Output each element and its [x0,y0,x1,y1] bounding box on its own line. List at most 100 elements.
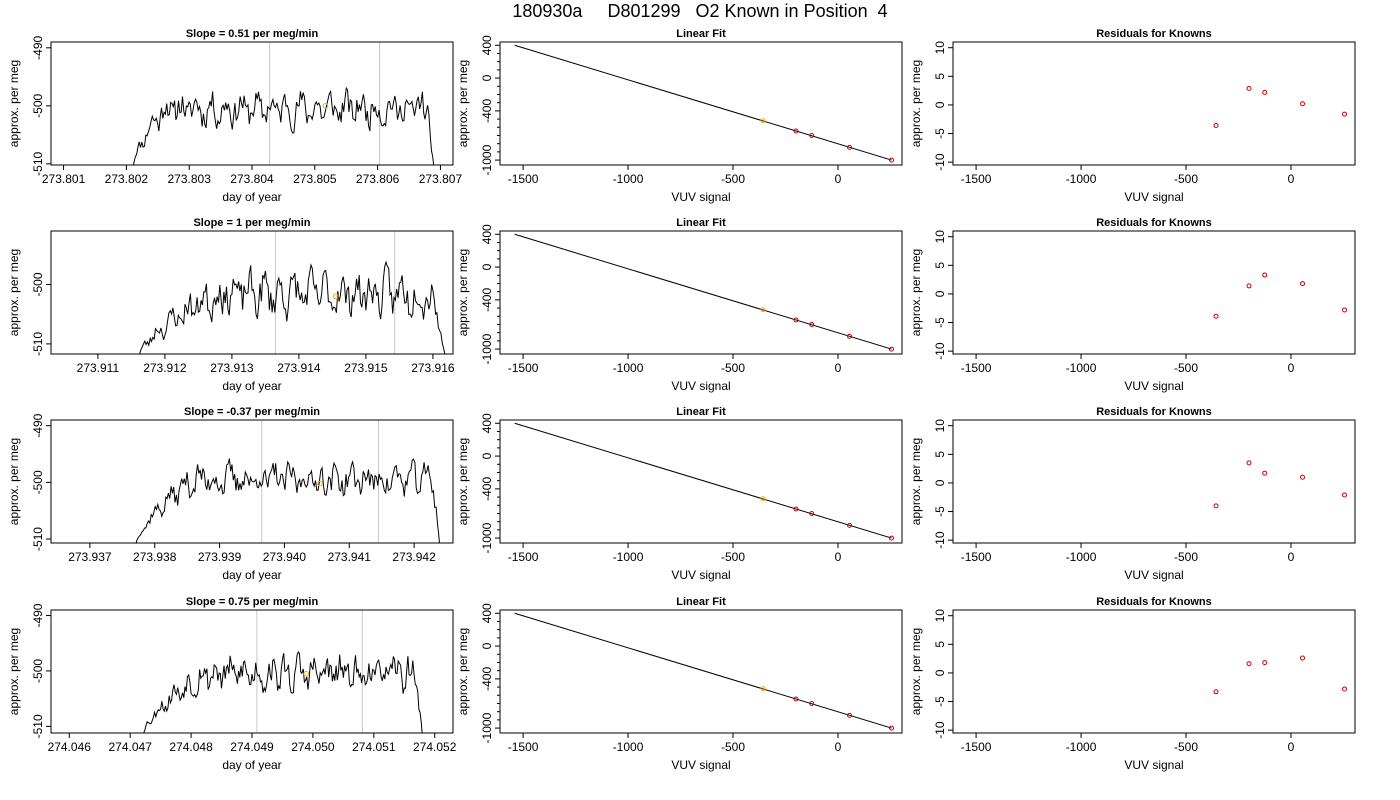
y-axis-label: approx. per meg [7,438,21,525]
x-tick-label: 273.803 [167,172,211,186]
plot-area [1213,655,1348,695]
y-tick-label: 400 [480,224,494,244]
panel-trace-row-4: Slope = 0.75 per meg/min 274.046 274.047 27… [7,596,457,772]
plot-frame [50,41,454,166]
x-tick-label: -500 [1174,550,1198,564]
x-tick-label: -500 [1174,172,1198,186]
y-axis-label: approx. per meg [7,60,21,147]
x-tick-label: -1500 [508,550,539,564]
residual-point [1213,689,1219,695]
y-axis-label: approx. per meg [456,438,470,525]
x-axis-label: VUV signal [671,190,730,204]
panel-trace-row-3: Slope = -0.37 per meg/min 273.937 273.938 2… [7,406,454,582]
plot-frame [952,419,1356,544]
y-tick-label: -500 [31,659,45,683]
x-axis-label: VUV signal [1124,568,1183,582]
x-tick-label: 273.941 [328,550,372,564]
x-axis-label: VUV signal [1124,190,1183,204]
x-tick-label: 274.052 [413,740,457,754]
x-tick-label: -1500 [508,172,539,186]
y-axis-label: approx. per meg [909,438,923,525]
plot-frame [50,609,454,734]
plot-frame [952,41,1356,166]
x-tick-label: 0 [835,550,842,564]
y-tick-label: -5 [933,317,947,328]
y-tick-label: -1000 [480,333,494,364]
y-tick-label: -400 [480,477,494,501]
x-tick-label: 273.804 [230,172,274,186]
y-tick-label: -10 [933,342,947,360]
x-tick-label: 273.912 [143,361,187,375]
fit-line [514,233,892,350]
plot-frame [50,419,454,544]
y-tick-label: -10 [933,721,947,739]
figure-title: 180930a D801299 O2 Known in Position 4 [512,1,888,21]
x-axis-label: VUV signal [671,379,730,393]
y-tick-label: 0 [480,263,494,270]
y-tick-label: -490 [31,603,45,627]
residual-point [1213,123,1219,129]
plot-title: Residuals for Knowns [1096,596,1212,608]
x-tick-label: -1500 [508,361,539,375]
plot-title: Linear Fit [676,217,726,229]
x-axis-label: day of year [222,758,281,772]
x-tick-label: -1000 [613,172,644,186]
x-tick-label: -500 [721,361,745,375]
known-point [809,132,815,138]
known-point [847,522,853,528]
y-tick-label: -400 [480,288,494,312]
known-point [889,535,895,541]
y-tick-label: 0 [480,74,494,81]
plot-frame [952,609,1356,734]
x-tick-label: -1500 [961,550,992,564]
plot-area [133,42,435,165]
known-point [889,346,895,352]
x-tick-label: 274.050 [291,740,335,754]
y-tick-label: 10 [933,41,947,55]
panel-fit-row-3: Linear Fit -1500 -1000 -500 0 400 0 -400 -1000 VU… [456,406,903,582]
x-tick-label: 0 [1288,550,1295,564]
panel-residuals-row-4: Residuals for Knowns -1500 -1000 -500 0 10 5 0 -… [909,596,1356,772]
plot-area [139,231,446,354]
residual-point [1300,101,1306,107]
x-tick-label: -1000 [1066,172,1097,186]
panel-fit-row-2: Linear Fit -1500 -1000 -500 0 400 0 -400 -1000 VU… [456,217,903,393]
plot-area [514,422,895,541]
plot-title: Slope = 0.51 per meg/min [186,28,319,40]
y-tick-label: -510 [31,152,45,176]
known-point [889,157,895,163]
plot-area [1213,85,1348,129]
residual-point [1213,313,1219,319]
residual-point [1342,111,1348,117]
x-tick-label: 0 [1288,172,1295,186]
x-axis-label: VUV signal [1124,758,1183,772]
x-tick-label: -1000 [1066,361,1097,375]
plot-area [514,233,895,352]
y-tick-label: -400 [480,667,494,691]
fit-line [514,44,892,161]
x-tick-label: 273.806 [356,172,400,186]
y-axis-label: approx. per meg [909,60,923,147]
y-tick-label: 0 [933,101,947,108]
y-tick-label: 0 [480,642,494,649]
known-point [793,696,799,702]
x-tick-label: -500 [721,172,745,186]
residual-point [1342,307,1348,313]
known-point [793,128,799,134]
y-tick-label: -500 [31,470,45,494]
known-point [793,506,799,512]
residual-point [1300,474,1306,480]
y-tick-label: -510 [31,714,45,738]
y-tick-label: -10 [933,531,947,549]
panel-residuals-row-1: Residuals for Knowns -1500 -1000 -500 0 10 5 0 -… [909,28,1356,204]
y-axis-label: approx. per meg [7,249,21,336]
residual-point [1213,503,1219,509]
y-tick-label: 400 [480,413,494,433]
known-point [809,321,815,327]
x-axis-label: day of year [222,379,281,393]
residual-point [1262,660,1268,666]
plot-frame [499,230,903,355]
known-point [847,144,853,150]
residual-point [1262,272,1268,278]
known-point [793,317,799,323]
